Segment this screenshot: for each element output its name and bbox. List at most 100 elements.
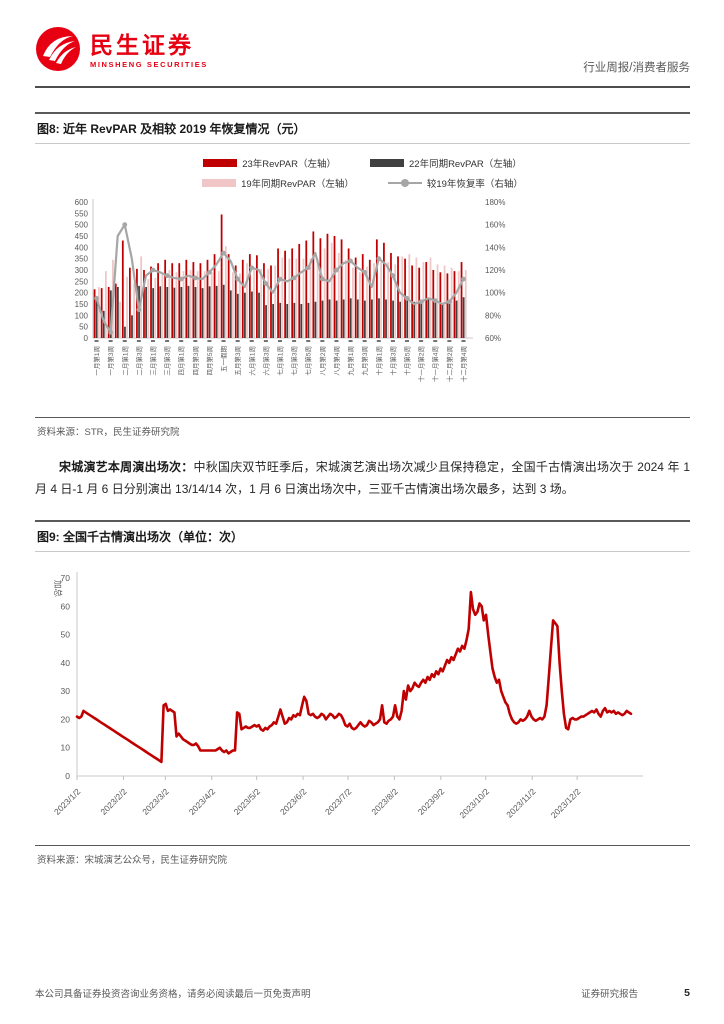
figure-9-source: 资料来源：宋城演艺公众号，民生证券研究院 — [35, 845, 690, 866]
svg-text:140%: 140% — [485, 243, 505, 252]
svg-text:450: 450 — [75, 232, 89, 241]
svg-text:五月第3周: 五月第3周 — [233, 346, 242, 376]
svg-text:60: 60 — [61, 602, 71, 612]
svg-text:160%: 160% — [485, 221, 505, 230]
svg-text:一月第1周: 一月第1周 — [92, 346, 101, 376]
report-category-label: 行业周报/消费者服务 — [583, 62, 690, 74]
svg-text:八月第2周: 八月第2周 — [318, 346, 327, 376]
svg-text:500: 500 — [75, 221, 89, 230]
svg-text:十二月第2周: 十二月第2周 — [445, 346, 454, 382]
report-header: 民生证券 MINSHENG SECURITIES 行业周报/消费者服务 — [35, 26, 690, 88]
legend-bar-swatch — [203, 159, 238, 167]
svg-text:2023/4/2: 2023/4/2 — [187, 787, 218, 818]
svg-text:2023/8/2: 2023/8/2 — [369, 787, 400, 818]
page-number: 5 — [684, 987, 690, 999]
svg-text:0: 0 — [65, 771, 70, 781]
logo-cn-text: 民生证券 — [90, 32, 194, 58]
body-paragraph: 宋城演艺本周演出场次：中秋国庆双节旺季后，宋城演艺演出场次减少且保持稳定，全国千… — [35, 456, 690, 500]
figure-9-caption: 图9: 全国千古情演出场次（单位：次） — [35, 520, 690, 553]
svg-text:九月第1周: 九月第1周 — [346, 346, 355, 376]
svg-text:加总: 加总 — [53, 580, 63, 598]
legend-row: 23年RevPAR（左轴） 22年同期RevPAR（左轴） — [203, 156, 522, 170]
svg-text:七月第5周: 七月第5周 — [304, 346, 313, 376]
legend-row: 19年同期RevPAR（左轴） 较19年恢复率（右轴） — [202, 176, 523, 190]
svg-text:2023/1/2: 2023/1/2 — [52, 787, 83, 818]
figure-8: 图8: 近年 RevPAR 及相较 2019 年恢复情况（元） 23年RevPA… — [35, 112, 690, 438]
svg-text:550: 550 — [75, 209, 89, 218]
legend-item: 23年RevPAR（左轴） — [203, 156, 336, 170]
svg-text:250: 250 — [75, 277, 89, 286]
svg-text:二月第3周: 二月第3周 — [134, 346, 143, 376]
svg-text:十一月第4周: 十一月第4周 — [431, 346, 440, 382]
svg-text:四月第5周: 四月第5周 — [205, 346, 214, 376]
svg-text:一月第3周: 一月第3周 — [106, 346, 115, 376]
legend-item: 19年同期RevPAR（左轴） — [202, 176, 354, 190]
svg-text:2023/3/2: 2023/3/2 — [140, 787, 171, 818]
logo-en-text: MINSHENG SECURITIES — [90, 60, 208, 69]
figure-8-legend: 23年RevPAR（左轴） 22年同期RevPAR（左轴） 19年同期RevPAR（… — [35, 156, 690, 190]
paragraph-lead: 宋城演艺本周演出场次： — [59, 460, 194, 474]
legend-line-swatch — [387, 179, 422, 187]
svg-text:十一月第2周: 十一月第2周 — [417, 346, 426, 382]
figure-8-caption: 图8: 近年 RevPAR 及相较 2019 年恢复情况（元） — [35, 112, 690, 144]
minsheng-logo-icon — [35, 26, 81, 77]
footer-disclaimer: 本公司具备证券投资咨询业务资格，请务必阅读最后一页免责声明 — [35, 989, 311, 1000]
svg-text:六月第1周: 六月第1周 — [247, 346, 256, 376]
svg-text:八月第4周: 八月第4周 — [332, 346, 341, 376]
svg-text:2023/9/2: 2023/9/2 — [416, 787, 447, 818]
svg-text:六月第3周: 六月第3周 — [261, 346, 270, 376]
svg-text:180%: 180% — [485, 198, 505, 207]
svg-text:2023/10/2: 2023/10/2 — [457, 787, 491, 821]
svg-text:350: 350 — [75, 255, 89, 264]
svg-text:50: 50 — [61, 630, 71, 640]
minsheng-logo: 民生证券 MINSHENG SECURITIES — [35, 26, 208, 77]
svg-text:30: 30 — [61, 687, 71, 697]
svg-text:2023/2/2: 2023/2/2 — [98, 787, 129, 818]
svg-text:100%: 100% — [485, 289, 505, 298]
svg-text:2023/6/2: 2023/6/2 — [278, 787, 309, 818]
page-footer: 本公司具备证券投资咨询业务资格，请务必阅读最后一页免责声明 证券研究报告 5 — [35, 986, 690, 1000]
figure-9: 图9: 全国千古情演出场次（单位：次） 0 10 20 30 40 50 60 70 加总 202… — [35, 520, 690, 866]
svg-text:100: 100 — [75, 311, 89, 320]
svg-text:四月第1周: 四月第1周 — [177, 346, 186, 376]
svg-text:2023/12/2: 2023/12/2 — [549, 787, 583, 821]
svg-text:二月第1周: 二月第1周 — [120, 346, 129, 376]
figure-8-chart: 0 50 100 150 200 250 300 350 400 450 500 550 600 60% 8… — [35, 196, 690, 413]
legend-bar-swatch — [370, 159, 404, 167]
svg-text:四月第3周: 四月第3周 — [191, 346, 200, 376]
footer-report-type: 证券研究报告 — [581, 989, 639, 1000]
svg-text:400: 400 — [75, 243, 89, 252]
svg-text:十月第3周: 十月第3周 — [388, 346, 397, 376]
figure-8-source: 资料来源：STR，民生证券研究院 — [35, 417, 690, 438]
svg-text:三月第3周: 三月第3周 — [163, 346, 172, 376]
svg-text:2023/5/2: 2023/5/2 — [232, 787, 263, 818]
svg-text:九月第3周: 九月第3周 — [360, 346, 369, 376]
svg-text:60%: 60% — [485, 334, 501, 343]
legend-label: 22年同期RevPAR（左轴） — [409, 159, 522, 170]
svg-text:三月第1周: 三月第1周 — [148, 346, 157, 376]
svg-text:十月第1周: 十月第1周 — [374, 346, 383, 376]
svg-text:40: 40 — [61, 658, 71, 668]
legend-label: 23年RevPAR（左轴） — [242, 159, 336, 170]
svg-text:80%: 80% — [485, 311, 501, 320]
svg-text:70: 70 — [61, 573, 71, 583]
figure-9-chart: 0 10 20 30 40 50 60 70 加总 2023/1/2 2023/2/2 2023/3/… — [35, 566, 690, 841]
svg-text:120%: 120% — [485, 266, 505, 275]
svg-text:20: 20 — [61, 715, 71, 725]
legend-label: 较19年恢复率（右轴） — [426, 179, 523, 190]
svg-text:十二月第4周: 十二月第4周 — [459, 346, 468, 382]
legend-item: 较19年恢复率（右轴） — [387, 176, 523, 190]
svg-text:七月第3周: 七月第3周 — [290, 346, 299, 376]
svg-text:2023/11/2: 2023/11/2 — [504, 787, 538, 821]
legend-item: 22年同期RevPAR（左轴） — [370, 156, 522, 170]
svg-text:十月第5周: 十月第5周 — [403, 346, 412, 376]
svg-text:七月第1周: 七月第1周 — [276, 346, 285, 376]
svg-text:200: 200 — [75, 289, 89, 298]
svg-text:50: 50 — [79, 323, 88, 332]
legend-bar-swatch — [202, 179, 237, 187]
svg-text:0: 0 — [84, 334, 89, 343]
legend-label: 19年同期RevPAR（左轴） — [241, 179, 354, 190]
svg-text:300: 300 — [75, 266, 89, 275]
svg-text:600: 600 — [75, 198, 89, 207]
